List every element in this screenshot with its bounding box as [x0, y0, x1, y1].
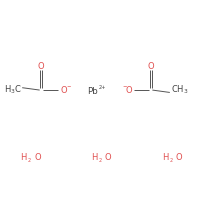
Text: O: O — [126, 86, 132, 95]
Text: 2: 2 — [169, 158, 172, 163]
Text: Pb: Pb — [87, 87, 98, 96]
Text: 2: 2 — [98, 158, 102, 163]
Text: H: H — [91, 153, 97, 162]
Text: O: O — [147, 62, 154, 71]
Text: O: O — [38, 62, 45, 71]
Text: $\mathregular{CH_3}$: $\mathregular{CH_3}$ — [171, 84, 189, 96]
Text: 2+: 2+ — [99, 85, 106, 90]
Text: $\mathregular{H_3C}$: $\mathregular{H_3C}$ — [4, 84, 22, 96]
Text: H: H — [162, 153, 168, 162]
Text: O: O — [61, 86, 67, 95]
Text: O: O — [176, 153, 182, 162]
Text: −: − — [67, 84, 71, 89]
Text: 2: 2 — [28, 158, 31, 163]
Text: O: O — [34, 153, 41, 162]
Text: −: − — [122, 84, 126, 89]
Text: O: O — [105, 153, 111, 162]
Text: H: H — [20, 153, 27, 162]
